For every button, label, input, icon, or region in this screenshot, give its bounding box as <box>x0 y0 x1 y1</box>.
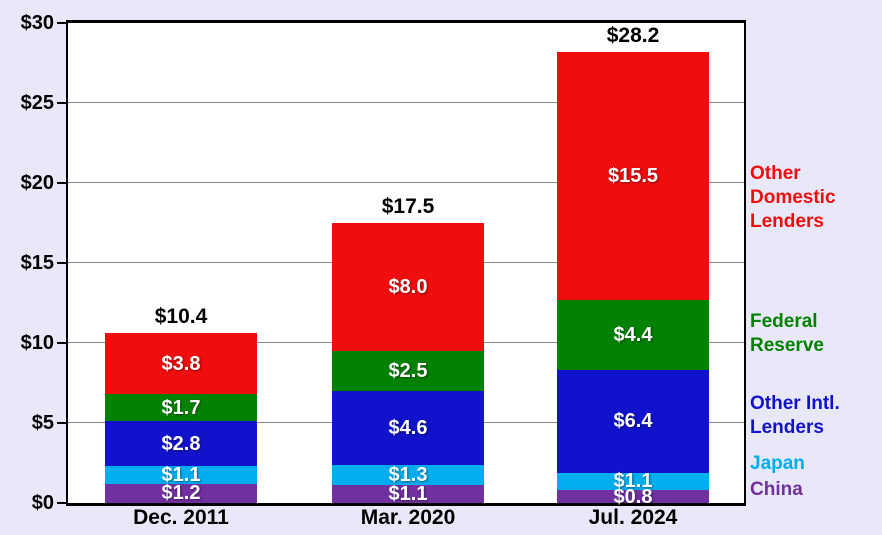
y-axis-label: $25 <box>20 92 54 114</box>
legend-line: Lenders <box>750 211 824 232</box>
segment-value-label: $2.8 <box>161 432 201 455</box>
y-axis-label: $5 <box>31 412 54 434</box>
bar-segment: $1.3 <box>332 464 484 486</box>
legend-line: Reserve <box>750 335 824 356</box>
legend-line: China <box>750 479 803 500</box>
legend-line: Japan <box>750 453 805 474</box>
bar-3: $0.8 $1.1 $6.4 $4.4 $15.5 $28.2 <box>557 24 709 507</box>
y-axis-label: $15 <box>20 252 54 274</box>
bar-total-label: $10.4 <box>154 305 208 329</box>
legend-line: Lenders <box>750 417 824 438</box>
bar-segment: $1.1 <box>105 464 257 487</box>
segment-value-label: $1.2 <box>161 482 201 505</box>
legend-line: Domestic <box>750 187 836 208</box>
segment-value-label: $15.5 <box>607 164 659 187</box>
segment-value-label: $2.5 <box>388 360 428 382</box>
y-axis-tick <box>57 422 66 424</box>
y-axis-tick <box>57 22 66 24</box>
bar-segment: $3.8 <box>105 333 257 395</box>
bar-total-label: $28.2 <box>606 23 660 47</box>
bar-segment: $2.5 <box>332 351 484 391</box>
y-axis-label: $30 <box>20 12 54 34</box>
segment-value-label: $1.7 <box>161 396 201 419</box>
bar-1: $1.2 $1.1 $2.8 $1.7 $3.8 $10.4 <box>105 305 257 505</box>
segment-value-label: $1.1 <box>161 464 201 487</box>
bar-segment: $1.7 <box>105 394 257 422</box>
y-gridline <box>68 182 744 183</box>
x-axis-label: Dec. 2011 <box>133 506 229 529</box>
legend-item-japan: Japan <box>750 452 805 476</box>
bar-segment: $1.2 <box>105 482 257 505</box>
bar-2: $1.1 $1.3 $4.6 $2.5 $8.0 $17.5 <box>332 195 484 506</box>
legend-item-federal-reserve: Federal Reserve <box>750 310 824 358</box>
legend-item-china: China <box>750 478 803 502</box>
y-axis-label: $10 <box>20 332 54 354</box>
segment-value-label: $8.0 <box>388 276 428 298</box>
legend-item-other-domestic-lenders: Other Domestic Lenders <box>750 162 836 234</box>
segment-value-label: $0.8 <box>613 485 653 508</box>
y-axis-label: $0 <box>31 492 54 514</box>
x-axis-label: Mar. 2020 <box>360 506 456 529</box>
legend-item-other-intl-lenders: Other Intl. Lenders <box>750 392 840 440</box>
bar-segment: $15.5 <box>557 51 709 300</box>
y-axis-tick <box>57 342 66 344</box>
bar-segment: $2.8 <box>105 421 257 467</box>
legend-line: Other <box>750 163 801 184</box>
bar-segment: $4.6 <box>332 391 484 465</box>
x-axis-label: Jul. 2024 <box>588 506 678 529</box>
legend-line: Federal <box>750 311 818 332</box>
bar-segment: $0.8 <box>557 487 709 507</box>
bar-segment: $4.4 <box>557 299 709 371</box>
bar-total-label: $17.5 <box>381 195 435 218</box>
segment-value-label: $1.1 <box>613 470 653 493</box>
segment-value-label: $1.3 <box>388 464 428 486</box>
segment-value-label: $4.4 <box>613 324 653 346</box>
bar-segment: $8.0 <box>332 223 484 351</box>
y-axis-tick <box>57 102 66 104</box>
y-axis-tick <box>57 182 66 184</box>
y-axis-tick <box>57 262 66 264</box>
segment-value-label: $3.8 <box>161 352 201 375</box>
segment-value-label: $1.1 <box>388 483 428 506</box>
plot-area: $1.2 $1.1 $2.8 $1.7 $3.8 $10.4 $1.1 $1.3 $4.6 $2.… <box>66 20 746 507</box>
segment-value-label: $4.6 <box>388 416 428 439</box>
segment-value-label: $6.4 <box>613 410 653 433</box>
y-axis-tick <box>57 502 66 504</box>
legend-line: Other Intl. <box>750 393 840 414</box>
bar-segment: $6.4 <box>557 370 709 473</box>
bar-segment: $1.1 <box>332 483 484 506</box>
y-axis-label: $20 <box>20 172 54 194</box>
y-gridline <box>68 102 744 103</box>
bar-segment: $1.1 <box>557 470 709 493</box>
